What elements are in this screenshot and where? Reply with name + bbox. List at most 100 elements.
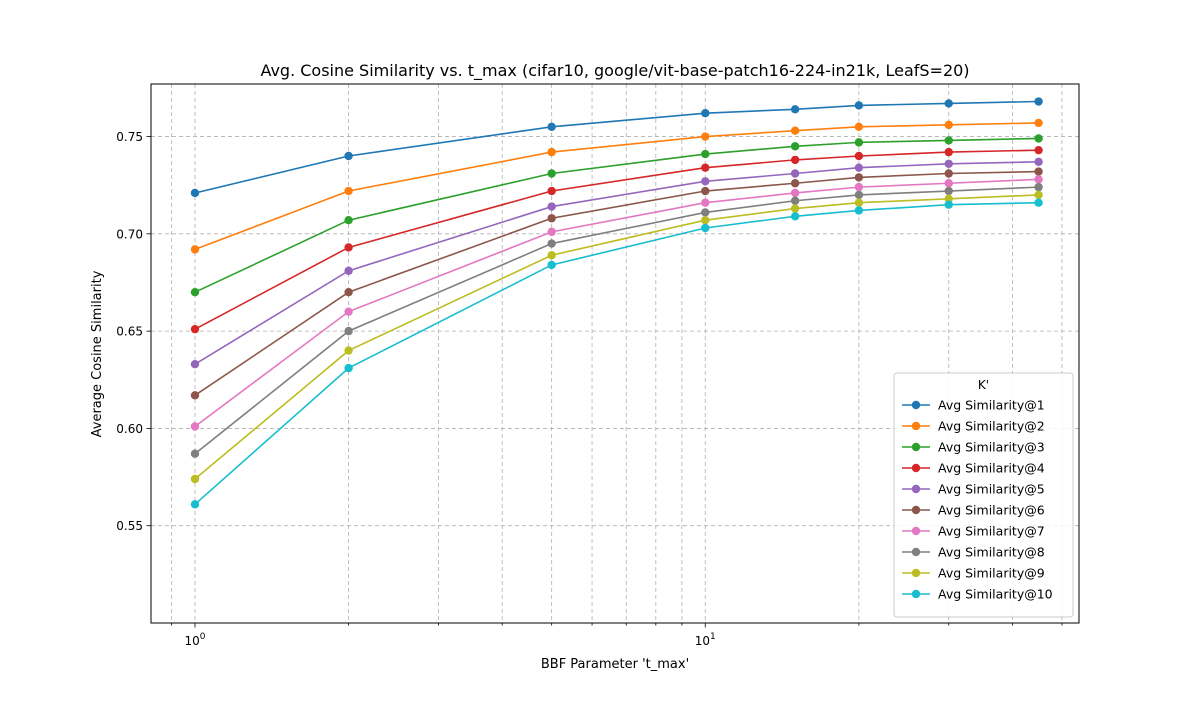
data-point xyxy=(854,151,864,161)
legend-item-label: Avg Similarity@1 xyxy=(938,398,1045,413)
series-line xyxy=(194,137,1039,293)
y-tick-label: 0.70 xyxy=(116,227,143,241)
series-line xyxy=(194,194,1039,480)
series-line xyxy=(194,170,1039,397)
data-point xyxy=(854,190,864,200)
data-point xyxy=(190,449,200,458)
legend-item-label: Avg Similarity@6 xyxy=(938,503,1045,518)
legend-item-label: Avg Similarity@4 xyxy=(938,461,1045,476)
legend-marker xyxy=(911,547,921,557)
data-point xyxy=(944,194,953,204)
data-point xyxy=(944,99,953,108)
legend-box xyxy=(893,372,1074,618)
data-point xyxy=(190,288,200,297)
x-axis: 100 101 xyxy=(171,623,1063,648)
data-point xyxy=(1034,157,1043,167)
x-tick-label: 100 xyxy=(184,632,205,648)
legend-marker xyxy=(911,484,921,494)
data-point xyxy=(701,108,710,118)
data-point xyxy=(701,223,710,233)
data-point xyxy=(790,188,800,198)
data-point xyxy=(854,206,864,215)
legend-marker xyxy=(911,589,921,599)
data-point xyxy=(790,126,800,135)
data-point xyxy=(547,227,556,237)
data-point xyxy=(190,324,200,334)
data-point xyxy=(854,101,864,110)
data-point xyxy=(701,198,710,207)
legend-item-label: Avg Similarity@9 xyxy=(938,566,1045,581)
legend: K' Avg Similarity@1 Avg Similarity@2 Avg Si… xyxy=(893,372,1074,618)
data-point xyxy=(547,147,556,157)
data-point xyxy=(790,179,800,188)
data-point xyxy=(190,360,200,369)
legend-item-label: Avg Similarity@5 xyxy=(938,482,1045,497)
data-point xyxy=(547,122,556,132)
series-line xyxy=(194,122,1039,251)
data-point xyxy=(701,149,710,159)
data-point xyxy=(190,474,200,484)
data-point xyxy=(344,216,353,225)
legend-title: K' xyxy=(978,378,989,392)
data-point xyxy=(854,163,864,172)
data-point xyxy=(344,288,353,297)
data-point xyxy=(344,326,353,336)
series-line xyxy=(194,186,1039,455)
data-point xyxy=(344,151,353,161)
legend-item-label: Avg Similarity@8 xyxy=(938,545,1045,560)
legend-marker xyxy=(911,442,921,452)
y-tick-label: 0.75 xyxy=(116,130,143,144)
data-point xyxy=(701,177,710,186)
data-point xyxy=(944,169,953,178)
data-point xyxy=(190,188,200,198)
data-point xyxy=(1034,145,1043,155)
legend-item-label: Avg Similarity@7 xyxy=(938,524,1045,539)
legend-marker xyxy=(911,526,921,536)
data-point xyxy=(1034,198,1043,207)
data-point xyxy=(547,260,556,270)
data-point xyxy=(944,159,953,168)
data-point xyxy=(944,200,953,209)
legend-marker xyxy=(911,463,921,473)
data-point xyxy=(944,186,953,196)
data-point xyxy=(944,120,953,130)
data-point xyxy=(190,422,200,431)
x-tick-label: 101 xyxy=(695,632,716,648)
data-point xyxy=(344,346,353,355)
data-point xyxy=(854,138,864,147)
data-point xyxy=(790,105,800,114)
data-point xyxy=(701,186,710,196)
legend-item-label: Avg Similarity@2 xyxy=(938,419,1045,434)
series-group xyxy=(190,97,1043,509)
plot-frame xyxy=(150,83,1080,624)
data-point xyxy=(1034,175,1043,184)
data-point xyxy=(701,216,710,225)
data-point xyxy=(790,142,800,151)
data-point xyxy=(1034,118,1043,128)
data-point xyxy=(854,173,864,182)
data-point xyxy=(701,132,710,141)
legend-item-label: Avg Similarity@10 xyxy=(938,587,1053,602)
data-point xyxy=(1034,182,1043,192)
series-line xyxy=(194,178,1039,428)
y-axis-label: Average Cosine Similarity xyxy=(90,270,105,437)
data-point xyxy=(1034,134,1043,143)
data-point xyxy=(344,266,353,276)
legend-item-label: Avg Similarity@3 xyxy=(938,440,1045,455)
chart-title: Avg. Cosine Similarity vs. t_max (cifar1… xyxy=(260,61,969,81)
data-point xyxy=(1034,97,1043,106)
data-point xyxy=(190,391,200,400)
data-point xyxy=(344,363,353,373)
y-tick-label: 0.55 xyxy=(116,519,143,533)
series-line xyxy=(194,161,1039,365)
data-point xyxy=(344,243,353,252)
data-point xyxy=(790,155,800,165)
data-point xyxy=(547,239,556,248)
legend-marker xyxy=(911,421,921,431)
legend-marker xyxy=(911,505,921,515)
data-point xyxy=(547,202,556,211)
data-point xyxy=(547,169,556,178)
data-point xyxy=(190,500,200,509)
